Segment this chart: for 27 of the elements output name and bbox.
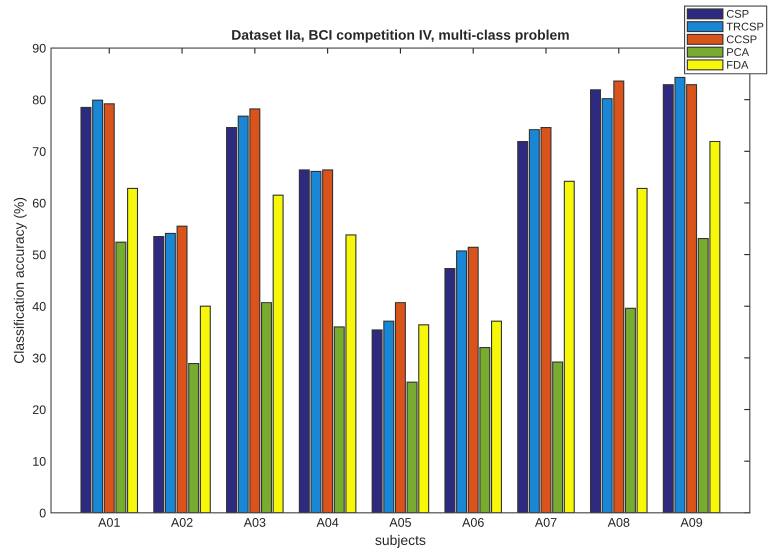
chart-title: Dataset IIa, BCI competition IV, multi-class problem (232, 30, 569, 43)
x-tick-label: A04 (316, 518, 338, 527)
x-axis-title: subjects (375, 534, 426, 548)
x-tick-label: A03 (244, 518, 266, 527)
x-tick-label: A07 (534, 518, 556, 527)
legend-label: FDA (727, 61, 748, 69)
y-tick-label: 20 (32, 405, 46, 414)
x-tick-label: A09 (680, 518, 702, 527)
x-tick-label: A01 (98, 518, 120, 527)
legend-label: PCA (727, 48, 750, 56)
y-tick-label: 30 (32, 354, 46, 363)
y-tick-label: 80 (32, 95, 46, 104)
y-axis-title: Classification accuracy (%) (14, 198, 27, 364)
y-tick-label: 70 (32, 147, 46, 156)
y-tick-label: 50 (32, 250, 46, 260)
legend-label: TRCSP (726, 22, 764, 31)
y-tick-label: 40 (32, 302, 46, 311)
y-tick-label: 0 (40, 508, 46, 518)
y-tick-label: 90 (32, 44, 46, 53)
y-tick-label: 60 (32, 198, 46, 208)
x-tick-label: A08 (608, 518, 630, 527)
y-tick-label: 10 (33, 456, 46, 466)
x-tick-label: A02 (170, 518, 193, 527)
legend-label: CCSP (726, 35, 757, 44)
x-tick-label: A05 (389, 518, 412, 527)
legend-label: CSP (726, 10, 748, 18)
x-tick-label: A06 (462, 518, 484, 527)
